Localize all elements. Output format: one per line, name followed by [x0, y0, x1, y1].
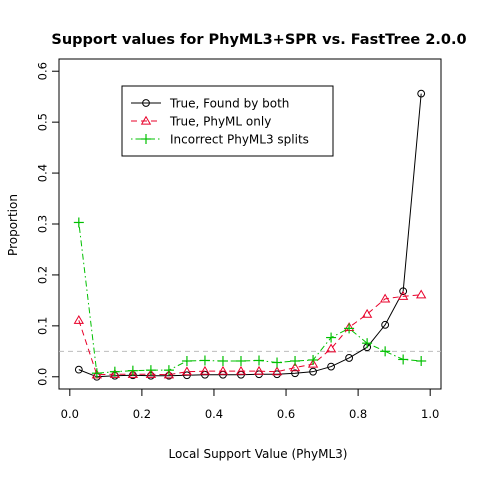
data-point	[145, 365, 156, 376]
data-point	[380, 346, 391, 357]
y-tick-label: 0.6	[36, 62, 50, 80]
data-point	[289, 362, 301, 372]
series-layer	[73, 89, 427, 381]
data-point	[181, 366, 193, 376]
x-tick-label: 0.8	[349, 407, 367, 421]
y-axis: 0.0 0.1 0.2 0.3 0.4 0.5 0.6	[36, 62, 59, 386]
data-point	[73, 217, 84, 228]
x-tick-label: 0.0	[61, 407, 79, 421]
data-point	[379, 293, 391, 303]
x-tick-label: 0.6	[277, 407, 295, 421]
legend-marker	[140, 115, 152, 125]
data-point	[397, 291, 409, 300]
data-point	[417, 89, 426, 98]
x-axis: 0.0 0.2 0.4 0.6 0.8 1.0	[61, 389, 439, 421]
data-point	[73, 314, 84, 324]
series-line	[78, 294, 422, 376]
data-point	[308, 354, 319, 365]
legend-box	[121, 85, 334, 157]
x-axis-label: Local Support Value (PhyML3)	[169, 447, 348, 461]
legend-entries: True, Found by both True, PhyML only Incor…	[131, 97, 309, 147]
data-point	[253, 365, 265, 375]
y-tick-label: 0.2	[36, 266, 50, 284]
data-point	[327, 362, 335, 371]
y-tick-label: 0.5	[36, 113, 50, 131]
data-point	[181, 355, 192, 366]
data-point	[235, 365, 247, 375]
x-tick-label: 0.4	[205, 407, 223, 421]
data-point	[362, 338, 373, 349]
data-point	[217, 355, 228, 366]
legend-marker	[142, 99, 150, 107]
data-point	[217, 365, 229, 375]
data-point	[361, 308, 373, 318]
data-point	[127, 368, 139, 378]
legend-label: Incorrect PhyML3 splits	[170, 133, 309, 147]
legend-entry-1: True, Found by both	[131, 97, 289, 111]
data-point	[273, 370, 281, 379]
y-tick-label: 0.1	[36, 317, 50, 335]
data-point	[325, 343, 337, 353]
data-point	[74, 365, 83, 374]
series-2	[73, 289, 427, 379]
y-tick-label: 0.3	[36, 215, 50, 233]
x-tick-label: 1.0	[421, 407, 439, 421]
legend-entry-3: Incorrect PhyML3 splits	[131, 133, 309, 147]
data-point	[326, 332, 337, 343]
series-line	[78, 222, 422, 374]
data-point	[199, 365, 211, 375]
data-point	[345, 354, 354, 362]
legend: True, Found by both True, PhyML only Incor…	[121, 85, 334, 157]
data-point	[291, 369, 299, 378]
chart-title: Support values for PhyML3+SPR vs. FastTr…	[51, 32, 466, 48]
data-point	[272, 357, 283, 368]
y-tick-label: 0.0	[36, 368, 50, 386]
data-point	[271, 366, 283, 376]
data-point	[109, 366, 120, 377]
legend-entry-2: True, PhyML only	[131, 115, 271, 129]
x-tick-label: 0.2	[133, 407, 151, 421]
data-point	[163, 365, 174, 376]
legend-label: True, PhyML only	[169, 115, 271, 129]
data-point	[344, 323, 355, 334]
legend-marker	[141, 134, 151, 144]
data-point	[307, 358, 319, 368]
data-point	[235, 355, 246, 366]
data-point	[416, 289, 427, 299]
series-3	[73, 217, 427, 379]
y-tick-label: 0.4	[36, 164, 50, 182]
data-point	[398, 354, 409, 365]
data-point	[399, 287, 408, 296]
y-axis-label: Proportion	[6, 194, 20, 256]
data-point	[254, 355, 265, 366]
data-point	[127, 365, 138, 376]
legend-label: True, Found by both	[169, 97, 289, 111]
data-point	[91, 368, 102, 379]
data-point	[416, 355, 427, 366]
data-point	[199, 355, 210, 366]
data-point	[290, 355, 301, 366]
data-point	[381, 320, 390, 329]
data-point	[309, 367, 317, 376]
data-point	[163, 369, 175, 379]
data-point	[109, 368, 121, 378]
data-point	[145, 368, 157, 378]
